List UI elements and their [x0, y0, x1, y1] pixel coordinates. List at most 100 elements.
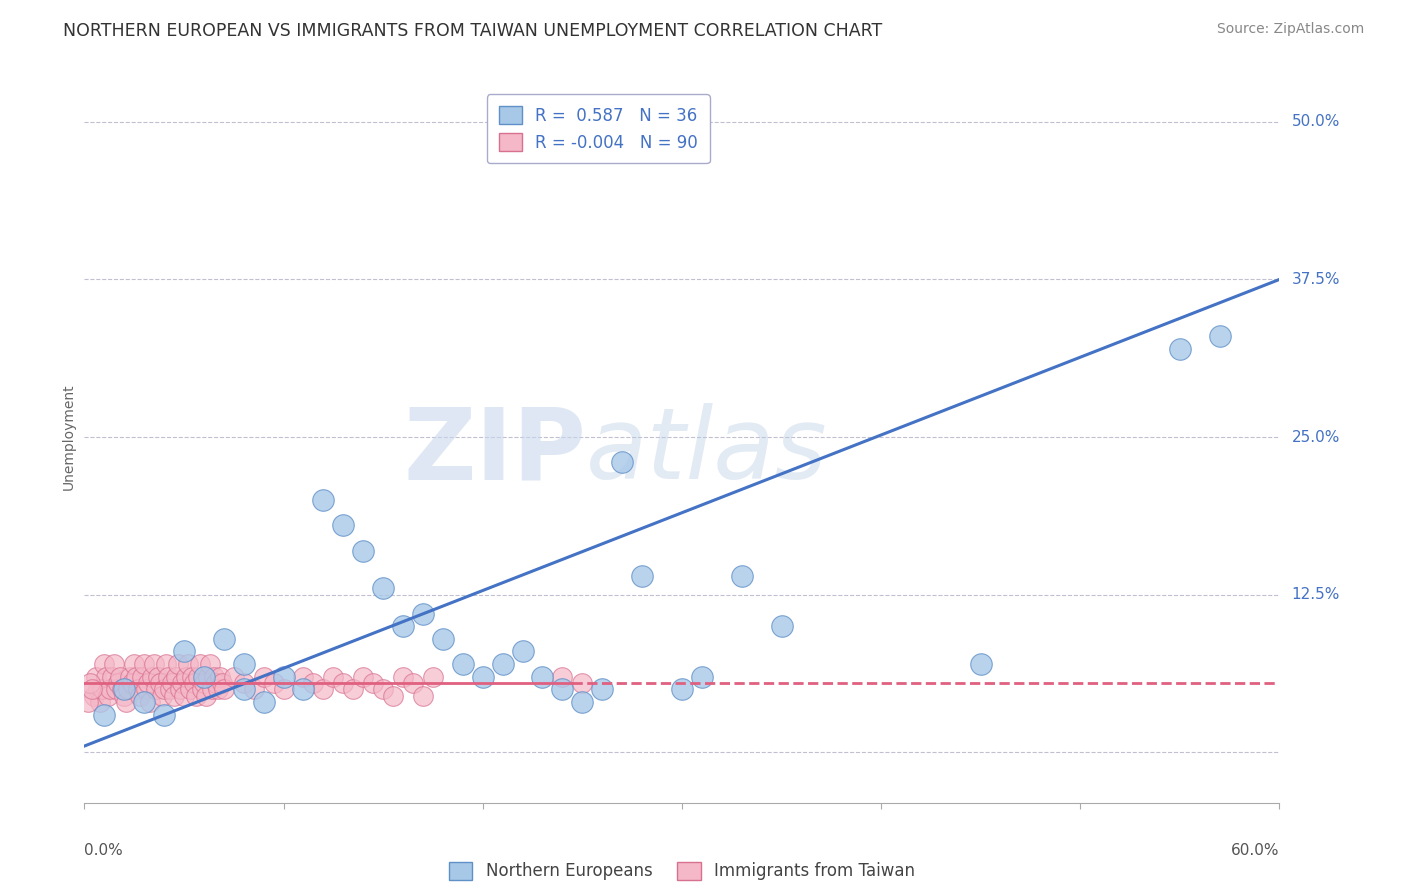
Point — [191, 682, 214, 697]
Point — [163, 689, 186, 703]
Point — [373, 582, 395, 596]
Point — [93, 657, 115, 671]
Text: 37.5%: 37.5% — [1292, 272, 1340, 287]
Point — [181, 670, 204, 684]
Point — [170, 676, 193, 690]
Point — [111, 682, 134, 697]
Point — [97, 689, 120, 703]
Point — [1209, 329, 1232, 343]
Point — [211, 676, 233, 690]
Point — [412, 689, 434, 703]
Point — [273, 670, 295, 684]
Point — [253, 670, 276, 684]
Point — [87, 682, 110, 697]
Point — [179, 682, 201, 697]
Point — [136, 676, 159, 690]
Point — [184, 689, 207, 703]
Point — [98, 682, 121, 697]
Point — [112, 689, 135, 703]
Point — [173, 689, 195, 703]
Point — [551, 682, 574, 697]
Point — [690, 670, 713, 684]
Point — [292, 682, 315, 697]
Point — [198, 657, 221, 671]
Point — [153, 707, 176, 722]
Point — [165, 670, 187, 684]
Point — [86, 670, 108, 684]
Point — [352, 670, 374, 684]
Point — [141, 670, 163, 684]
Point — [183, 676, 205, 690]
Point — [120, 670, 142, 684]
Point — [127, 682, 149, 697]
Point — [612, 455, 634, 469]
Point — [145, 682, 167, 697]
Point — [382, 689, 405, 703]
Point — [93, 707, 115, 722]
Point — [112, 682, 135, 697]
Point — [232, 682, 254, 697]
Point — [122, 657, 145, 671]
Point — [153, 682, 176, 697]
Point — [292, 670, 315, 684]
Point — [571, 695, 593, 709]
Point — [96, 670, 118, 684]
Point — [302, 676, 325, 690]
Point — [551, 670, 574, 684]
Point — [115, 695, 138, 709]
Text: NORTHERN EUROPEAN VS IMMIGRANTS FROM TAIWAN UNEMPLOYMENT CORRELATION CHART: NORTHERN EUROPEAN VS IMMIGRANTS FROM TAI… — [63, 22, 883, 40]
Point — [571, 676, 593, 690]
Point — [193, 676, 215, 690]
Point — [77, 695, 100, 709]
Point — [208, 670, 231, 684]
Point — [160, 676, 183, 690]
Point — [169, 682, 191, 697]
Text: atlas: atlas — [586, 403, 828, 500]
Point — [205, 676, 228, 690]
Point — [149, 676, 172, 690]
Point — [188, 657, 211, 671]
Point — [143, 657, 166, 671]
Point — [352, 543, 374, 558]
Point — [174, 670, 197, 684]
Point — [159, 682, 181, 697]
Point — [412, 607, 434, 621]
Point — [273, 682, 295, 697]
Point — [121, 676, 143, 690]
Text: Source: ZipAtlas.com: Source: ZipAtlas.com — [1216, 22, 1364, 37]
Point — [173, 644, 195, 658]
Point — [471, 670, 494, 684]
Y-axis label: Unemployment: Unemployment — [62, 384, 76, 491]
Point — [392, 619, 415, 633]
Point — [125, 670, 148, 684]
Point — [432, 632, 454, 646]
Point — [157, 670, 180, 684]
Point — [79, 676, 101, 690]
Point — [312, 682, 335, 697]
Point — [402, 676, 425, 690]
Text: 0.0%: 0.0% — [84, 843, 124, 858]
Point — [492, 657, 515, 671]
Point — [110, 670, 132, 684]
Point — [135, 682, 157, 697]
Point — [132, 695, 156, 709]
Point — [1168, 342, 1191, 356]
Point — [222, 670, 245, 684]
Point — [193, 670, 215, 684]
Point — [253, 695, 276, 709]
Point — [392, 670, 415, 684]
Point — [970, 657, 993, 671]
Point — [201, 682, 224, 697]
Point — [207, 682, 229, 697]
Point — [101, 670, 124, 684]
Point — [361, 676, 384, 690]
Point — [132, 657, 156, 671]
Point — [139, 695, 162, 709]
Point — [263, 676, 285, 690]
Point — [202, 670, 225, 684]
Point — [591, 682, 613, 697]
Point — [91, 682, 114, 697]
Point — [82, 682, 104, 697]
Point — [451, 657, 474, 671]
Point — [105, 682, 128, 697]
